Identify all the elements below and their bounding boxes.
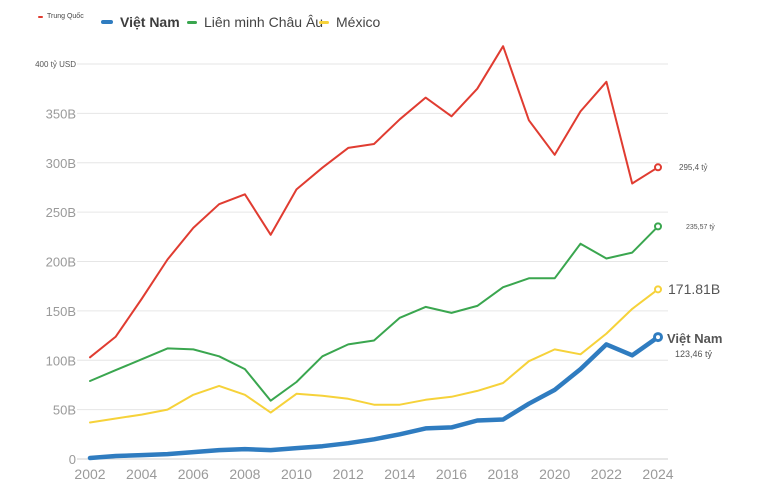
legend-label-eu: Liên minh Châu Âu [204,14,324,30]
series-line-mexico [89,288,659,424]
x-tick-label: 2016 [436,466,467,482]
x-tick-label: 2006 [178,466,209,482]
y-tick-label: 150B [46,304,76,319]
x-tick-label: 2008 [229,466,260,482]
end-label-mexico: 171.81B [668,281,720,297]
chart-legend: Trung Quốc Việt Nam Liên minh Châu Âu Mé… [0,0,764,40]
x-tick-label: 2020 [539,466,570,482]
series-line-vietnam [87,334,661,461]
endpoint-marker-vietnam [653,332,663,343]
endpoint-marker-china [654,163,662,172]
endpoint-marker-eu [654,222,662,231]
y-tick-label: 200B [46,255,76,270]
grid-lines [77,63,668,460]
x-tick-label: 2024 [642,466,673,482]
legend-item-mexico: México [319,14,380,30]
y-tick-label: 100B [46,353,76,368]
y-axis-ticks: 0 50B 100B 150B 200B 250B 300B 350B 400 tỷ USD [35,60,76,467]
y-tick-label: 350B [46,106,76,121]
x-axis-ticks: 2002 2004 2006 2008 2010 2012 2014 2016 2018 2020… [74,466,673,482]
legend-label-mexico: México [336,14,381,30]
end-label-vietnam-value: 123,46 tỷ [675,349,713,359]
end-labels: 295,4 tỷ 235,57 tỷ 171.81B Việt Nam 123,… [667,163,722,359]
y-tick-label: 300B [46,156,76,171]
end-label-china: 295,4 tỷ [679,163,707,172]
y-tick-label: 50B [53,403,76,418]
x-tick-label: 2014 [384,466,415,482]
y-tick-label: 400 tỷ USD [35,60,76,69]
x-tick-label: 2012 [333,466,364,482]
series-line-china [89,45,659,359]
legend-swatch-vietnam [101,20,113,24]
series-lines [87,45,661,461]
legend-swatch-mexico [319,20,329,24]
legend-item-china: Trung Quốc [38,13,84,20]
x-tick-label: 2004 [126,466,157,482]
legend-swatch-eu [187,20,197,24]
legend-item-vietnam: Việt Nam [101,14,180,30]
legend-item-eu: Liên minh Châu Âu [187,14,323,30]
legend-swatch-china [38,15,43,18]
x-tick-label: 2010 [281,466,312,482]
legend-label-china: Trung Quốc [47,13,84,20]
series-line-eu [89,225,659,402]
series-endpoints [653,163,663,343]
end-label-eu: 235,57 tỷ [686,224,715,231]
legend-label-vietnam: Việt Nam [120,14,180,30]
x-tick-label: 2022 [591,466,622,482]
endpoint-marker-mexico [654,285,662,294]
x-tick-label: 2002 [74,466,105,482]
x-tick-label: 2018 [488,466,519,482]
y-tick-label: 0 [69,452,76,467]
y-tick-label: 250B [46,205,76,220]
end-label-vietnam-name: Việt Nam [667,331,722,346]
